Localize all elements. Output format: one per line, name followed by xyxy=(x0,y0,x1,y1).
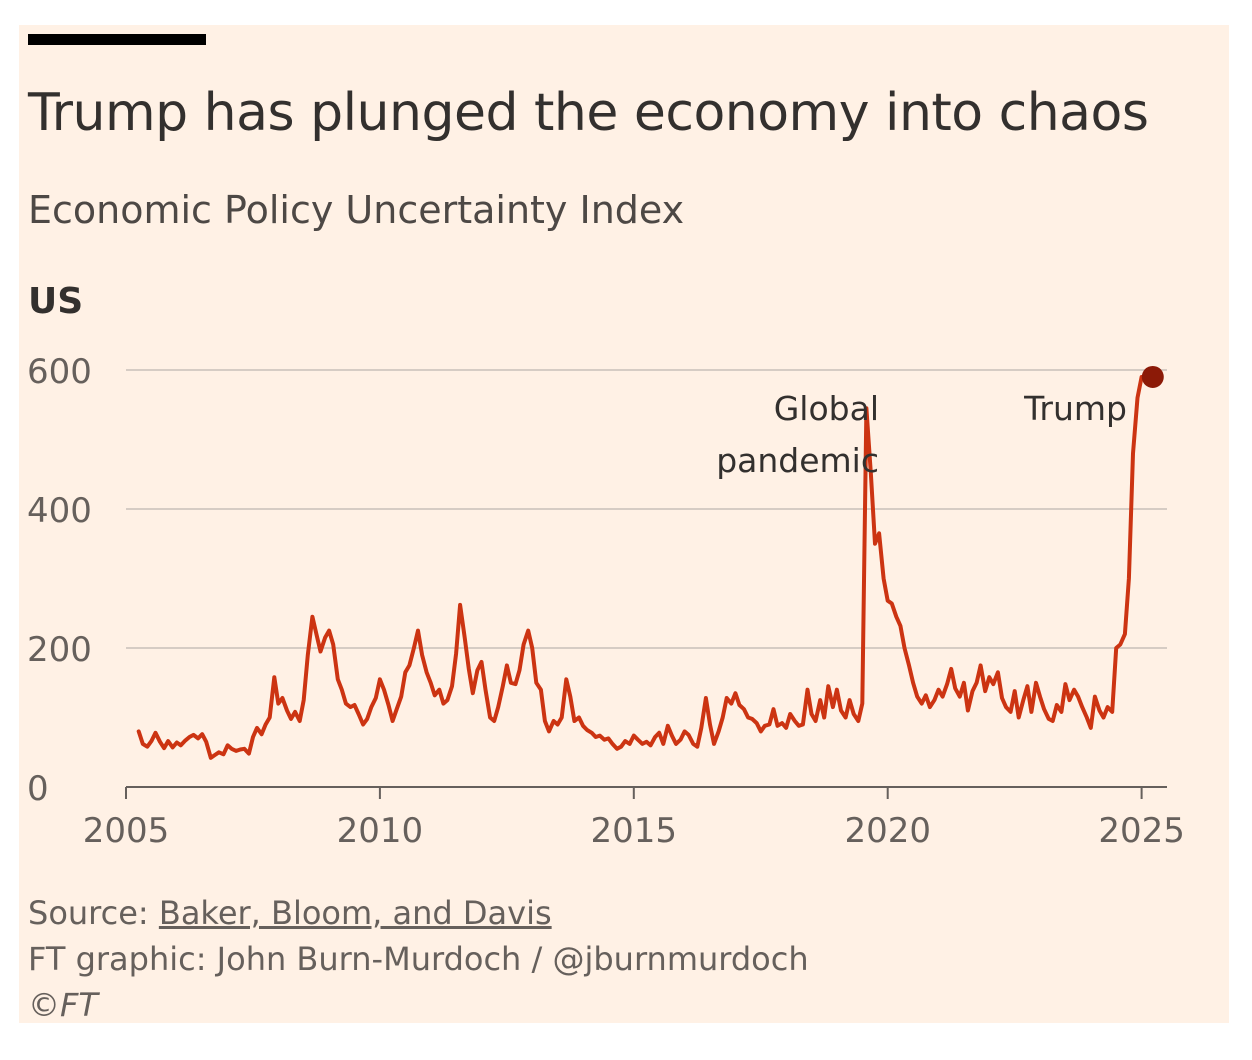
x-tick-label: 2015 xyxy=(591,811,678,851)
source-link[interactable]: Baker, Bloom, and Davis xyxy=(158,894,552,932)
top-rule xyxy=(28,34,206,45)
x-tick-label: 2020 xyxy=(844,811,931,851)
credit-line: FT graphic: John Burn-Murdoch / @jburnmu… xyxy=(28,940,809,978)
x-tick-label: 2010 xyxy=(337,811,424,851)
x-tick-label: 2005 xyxy=(83,811,170,851)
footer: Source: Baker, Bloom, and Davis FT graph… xyxy=(28,890,809,1028)
y-tick-label: 200 xyxy=(27,630,92,670)
annotation-label: pandemic xyxy=(716,441,879,480)
y-tick-label: 600 xyxy=(27,352,92,392)
chart-title: Trump has plunged the economy into chaos xyxy=(28,83,1149,143)
y-tick-label: 400 xyxy=(27,491,92,531)
copyright: ©FT xyxy=(28,986,98,1024)
latest-value-dot xyxy=(1141,365,1164,388)
annotation-label: Global xyxy=(774,389,879,428)
chart-card: Trump has plunged the economy into chaos… xyxy=(19,25,1229,1024)
panel-label: US xyxy=(28,281,84,322)
x-tick-label: 2025 xyxy=(1098,811,1185,851)
line-chart: 0 200 400 600 2005 2010 2015 2020 2025 Global pand… xyxy=(27,352,1185,851)
source-prefix: Source: xyxy=(28,894,159,932)
series-line xyxy=(136,375,1144,760)
annotation-label: Trump xyxy=(1023,389,1127,428)
chart-subtitle: Economic Policy Uncertainty Index xyxy=(28,188,685,232)
y-tick-label: 0 xyxy=(27,769,49,809)
source-line: Source: Baker, Bloom, and Davis xyxy=(28,890,809,936)
